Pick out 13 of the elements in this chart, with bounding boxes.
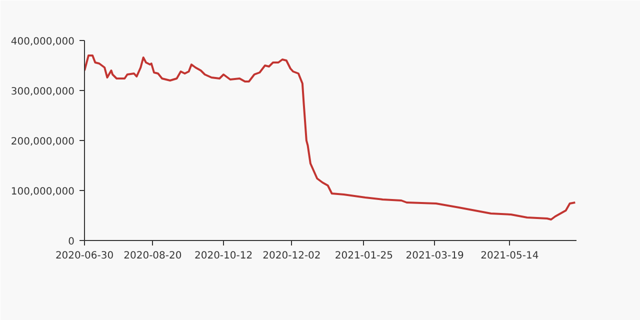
x-tick-label: 2020-12-02 [262, 250, 321, 262]
x-tick-label: 2021-03-19 [406, 250, 464, 262]
x-tick-label: 2021-05-14 [480, 250, 539, 262]
y-tick-label: 400,000,000 [10, 36, 75, 48]
y-tick-label: 100,000,000 [10, 186, 75, 198]
line-series [84, 54, 576, 220]
y-tick-label: 0 [68, 236, 75, 248]
x-tick-label: 2020-06-30 [55, 250, 114, 262]
y-tick-label: 300,000,000 [10, 86, 75, 98]
x-tick-label: 2020-10-12 [194, 250, 253, 262]
x-tick-label: 2020-08-20 [124, 250, 182, 262]
y-tick-label: 200,000,000 [10, 136, 75, 148]
x-tick-label: 2021-01-25 [334, 250, 393, 262]
